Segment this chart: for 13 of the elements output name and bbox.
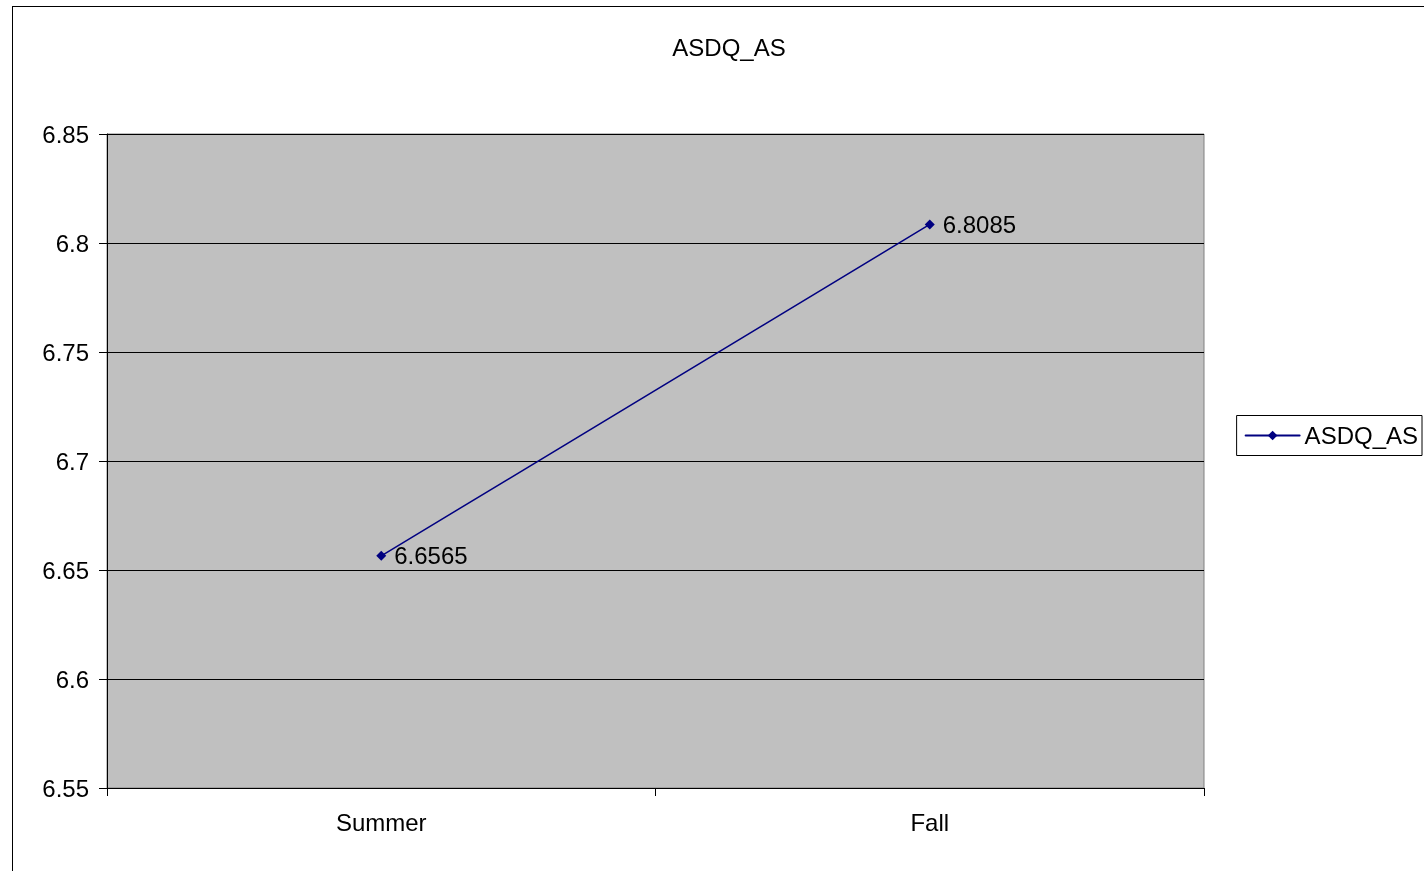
y-tick-label: 6.8: [55, 229, 89, 257]
y-tick-label: 6.65: [42, 556, 89, 584]
data-label: 6.6565: [394, 542, 468, 570]
chart-title: ASDQ_AS: [672, 33, 786, 61]
y-tick-label: 6.75: [42, 338, 89, 366]
y-tick-label: 6.7: [55, 447, 89, 475]
y-tick-label: 6.6: [55, 665, 89, 693]
y-tick-label: 6.85: [42, 120, 89, 148]
data-label: 6.8085: [942, 210, 1017, 238]
x-tick-label: Fall: [910, 808, 950, 836]
y-tick-label: 6.55: [42, 774, 89, 802]
legend-label: ASDQ_AS: [1304, 422, 1419, 449]
x-tick-label: Summer: [335, 808, 427, 836]
